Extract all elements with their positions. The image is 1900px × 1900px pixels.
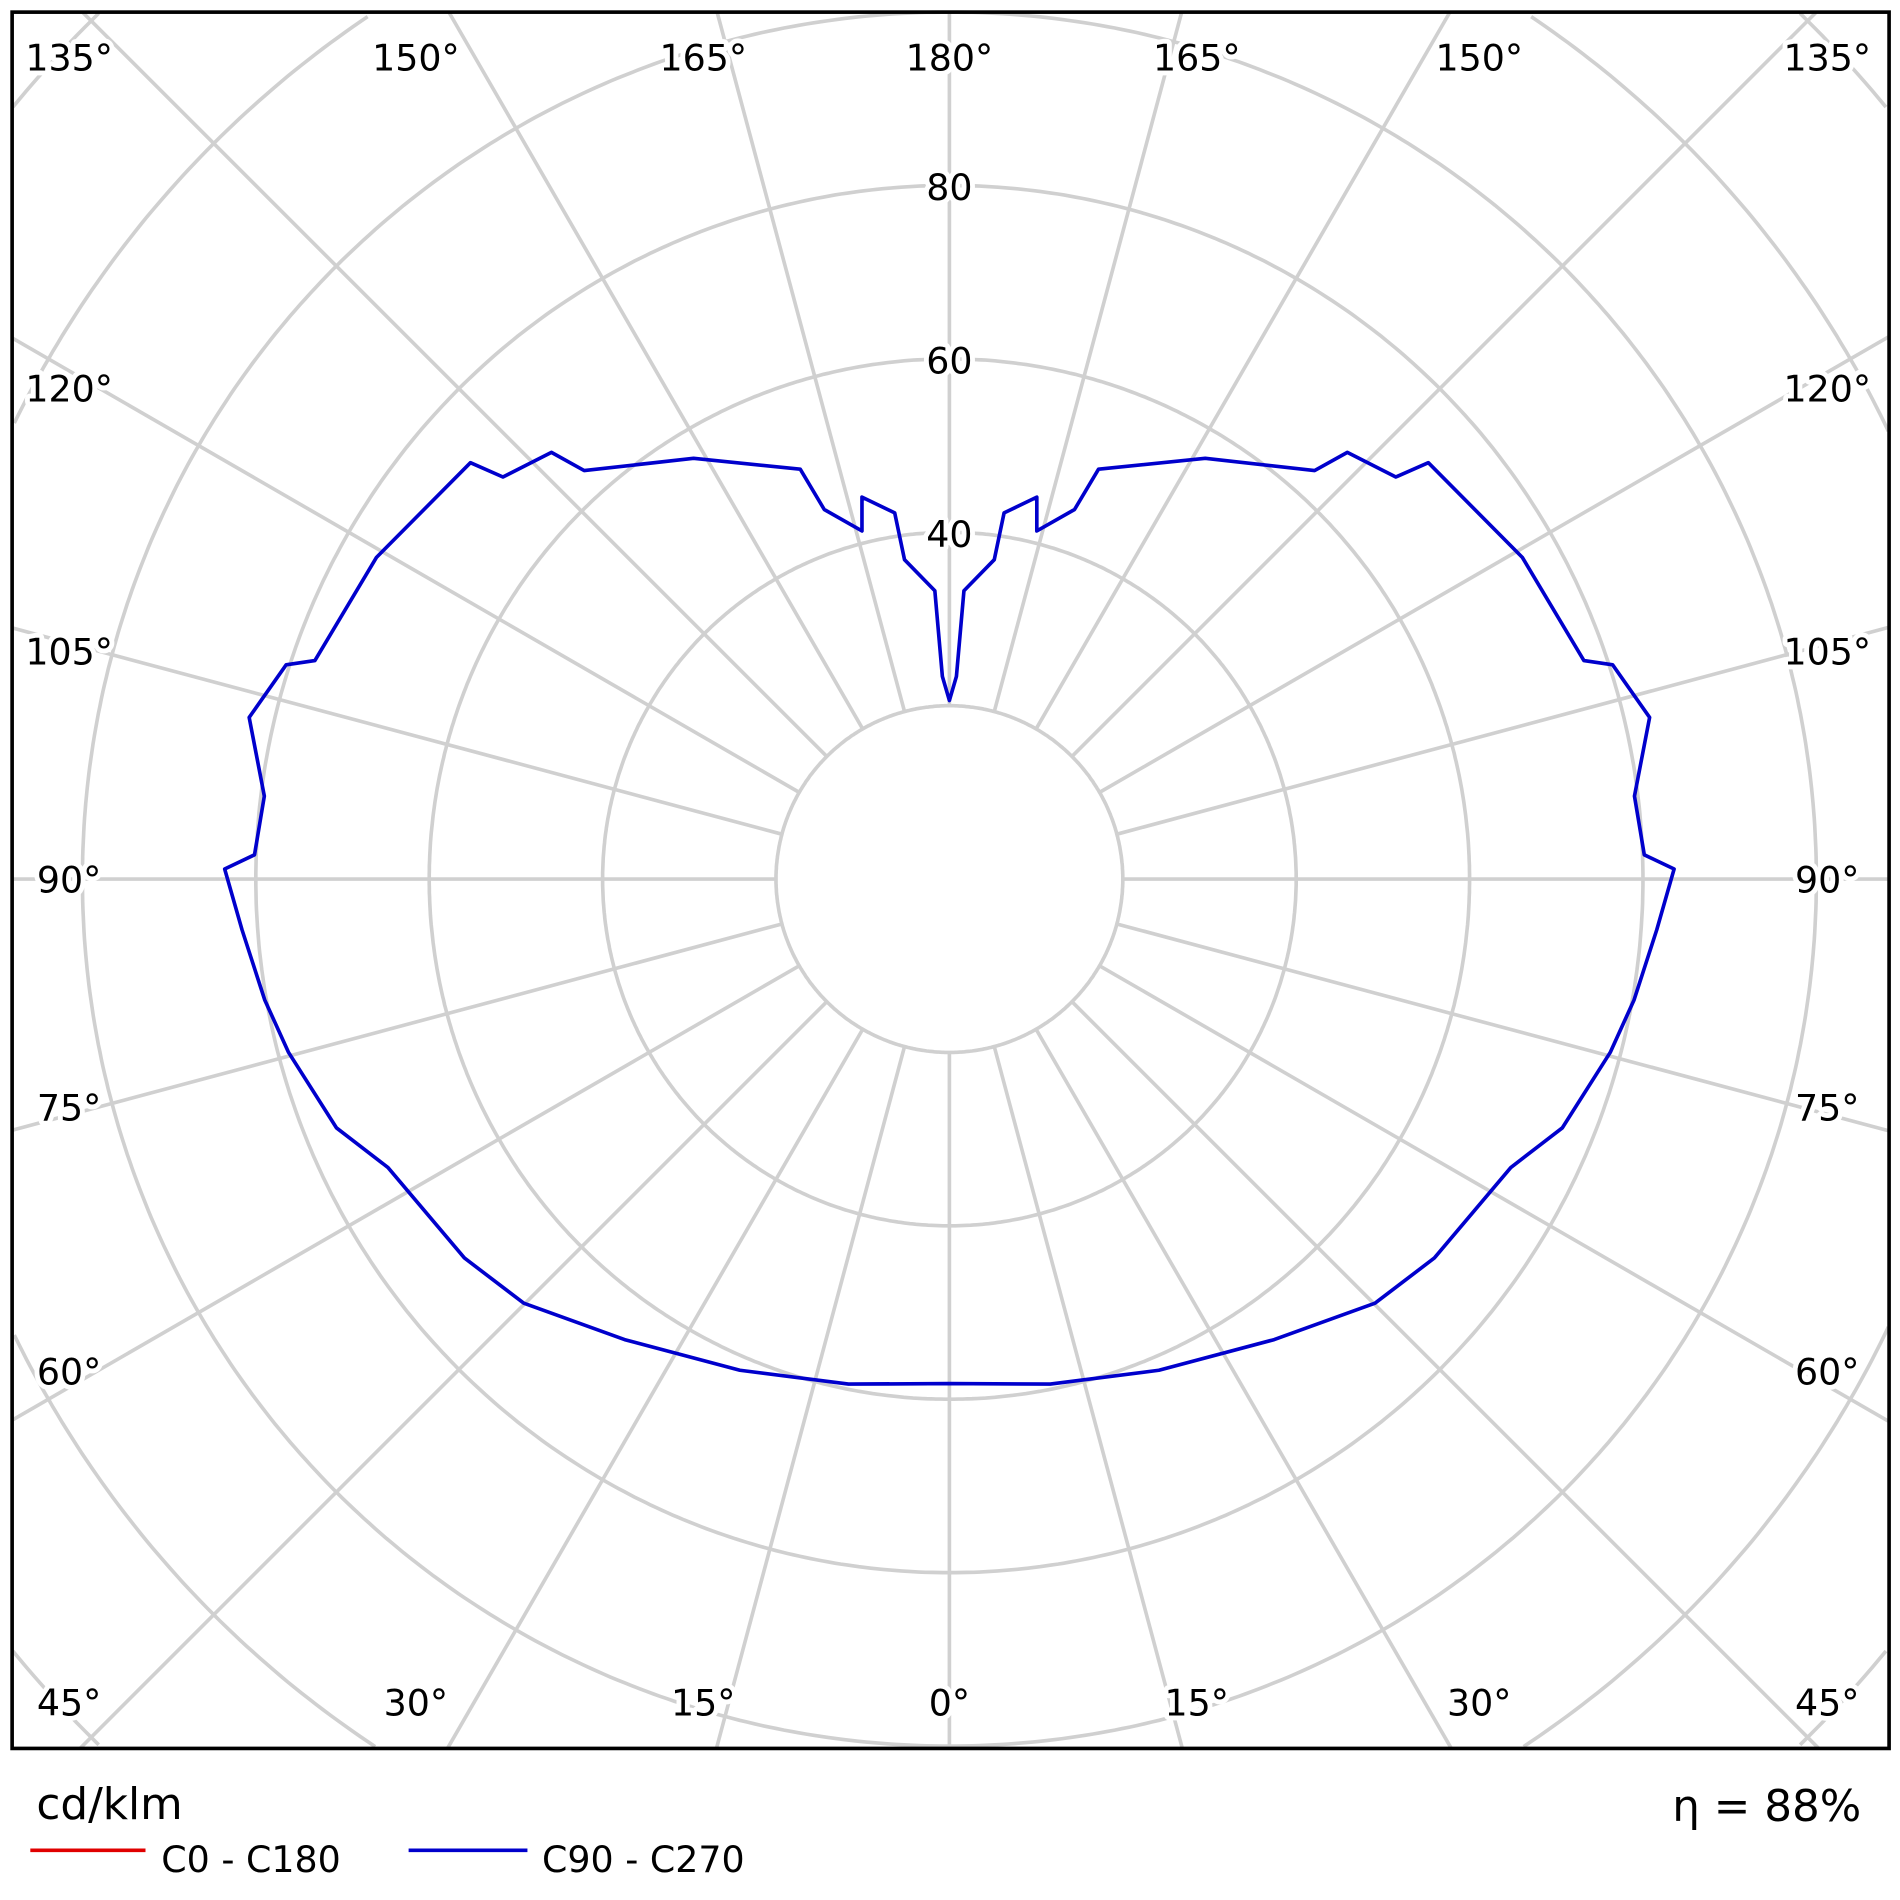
plot-frame <box>10 10 1891 1751</box>
grid-spoke <box>445 1028 865 1750</box>
unit-label: cd/klm <box>36 1779 182 1830</box>
axis-labels: 40 60 80 135° 150° 165° 180° 165° 150° 135° 45° 30°… <box>20 31 1875 1729</box>
angle-label-top: 135° <box>25 36 113 79</box>
polar-grid <box>11 10 1891 1750</box>
grid-spoke <box>1034 1028 1453 1750</box>
grid-spoke <box>992 1046 1185 1749</box>
angle-label-left: 90° <box>37 858 101 901</box>
angle-label-right: 105° <box>1783 630 1871 673</box>
grid-spoke <box>81 10 829 758</box>
angle-label-top: 135° <box>1783 36 1871 79</box>
grid-spoke <box>714 1046 907 1749</box>
series-line-1 <box>222 450 1676 1386</box>
angle-label-top: 180° <box>906 36 994 79</box>
grid-spoke <box>447 11 865 730</box>
angle-label-bottom: 45° <box>37 1682 101 1725</box>
angle-label-right: 120° <box>1783 367 1871 410</box>
grid-spoke <box>992 11 1184 713</box>
angle-label-bottom: 30° <box>1447 1682 1511 1725</box>
angle-label-left: 120° <box>25 367 113 410</box>
legend-label-c0: C0 - C180 <box>161 1838 341 1881</box>
radial-tick-label: 60 <box>926 339 972 382</box>
curves <box>222 450 1676 1386</box>
grid-spoke <box>1070 1000 1821 1750</box>
angle-label-bottom: 15° <box>1165 1682 1229 1725</box>
angle-label-bottom: 15° <box>671 1682 735 1725</box>
efficiency-label: η = 88% <box>1672 1781 1861 1832</box>
grid-spoke <box>1116 625 1890 836</box>
angle-label-bottom: 0° <box>929 1682 970 1725</box>
angle-label-right: 90° <box>1795 858 1859 901</box>
grid-spoke <box>11 922 783 1132</box>
grid-spoke <box>1098 334 1890 794</box>
legend-label-c90: C90 - C270 <box>542 1838 745 1881</box>
radial-tick-label: 80 <box>926 166 972 209</box>
grid-spoke <box>1034 11 1452 730</box>
grid-spoke <box>715 11 907 713</box>
grid-ring <box>774 703 1125 1055</box>
grid-ring <box>11 12 1888 1747</box>
grid-spoke <box>1098 964 1890 1424</box>
angle-label-left: 60° <box>37 1351 101 1394</box>
grid-spoke <box>11 626 783 836</box>
grid-spoke <box>11 336 801 794</box>
angle-label-right: 75° <box>1795 1086 1859 1129</box>
grid-ring <box>12 15 1891 1749</box>
angle-label-left: 105° <box>25 630 113 673</box>
angle-label-left: 75° <box>37 1086 101 1129</box>
angle-label-top: 165° <box>659 36 747 79</box>
angle-label-right: 60° <box>1795 1351 1859 1394</box>
angle-label-top: 150° <box>1435 36 1523 79</box>
angle-label-bottom: 30° <box>384 1682 448 1725</box>
grid-spoke <box>78 1000 829 1750</box>
grid-spoke <box>11 964 801 1422</box>
angle-label-top: 150° <box>372 36 460 79</box>
radial-tick-label: 40 <box>926 513 972 556</box>
angle-label-bottom: 45° <box>1795 1682 1859 1725</box>
grid-spoke <box>1070 10 1818 758</box>
angle-label-top: 165° <box>1153 36 1241 79</box>
grid-spoke <box>1116 922 1890 1133</box>
